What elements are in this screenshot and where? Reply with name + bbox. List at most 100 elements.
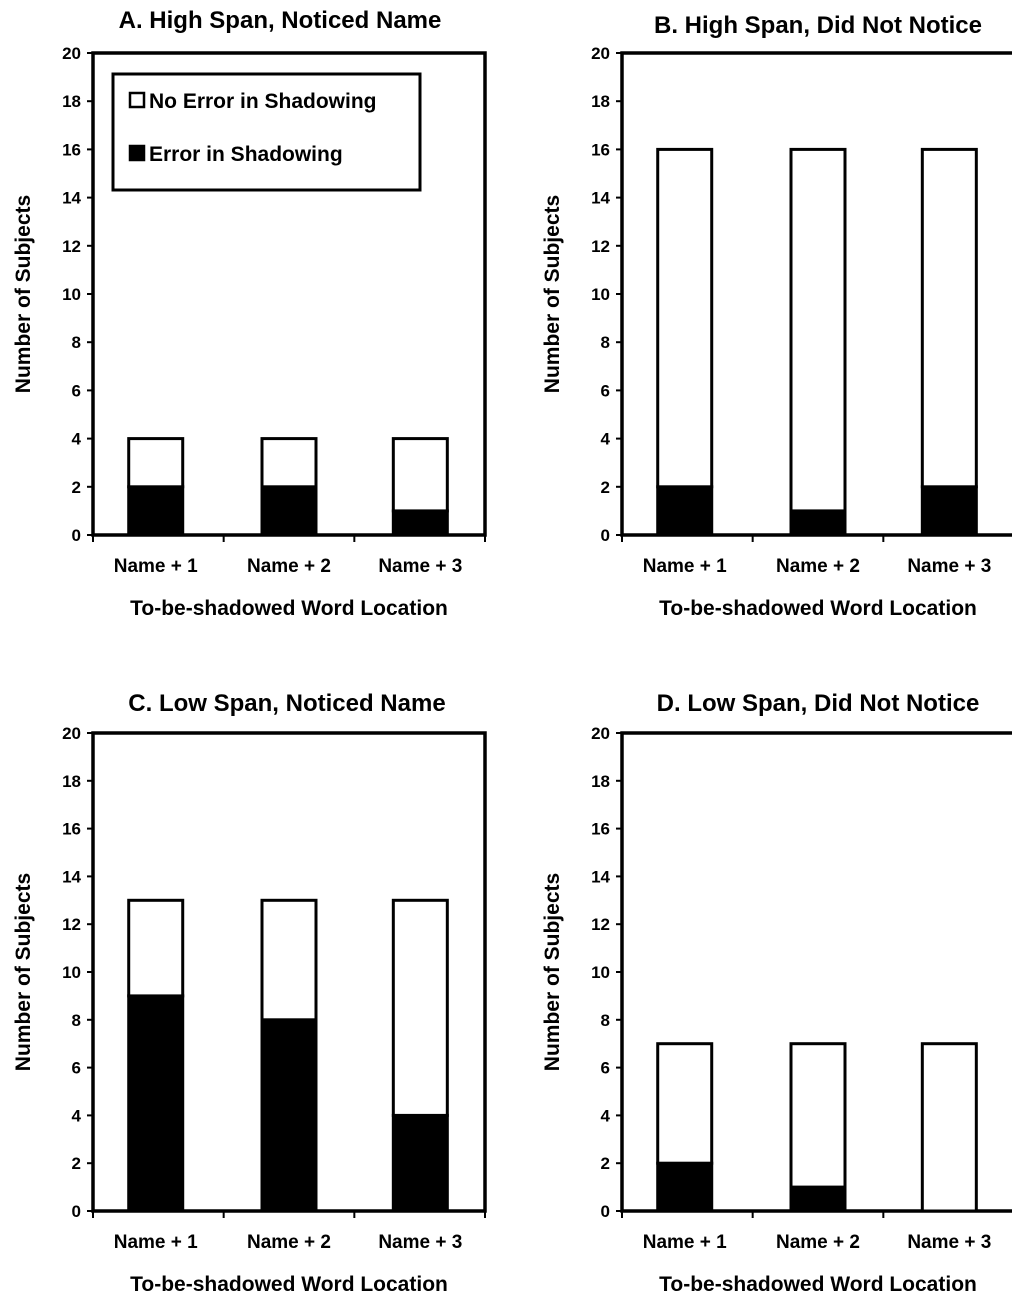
y-tick-label: 18	[591, 772, 610, 791]
x-tick-label: Name + 1	[114, 556, 198, 577]
y-axis-title: Number of Subjects	[541, 873, 564, 1071]
bar-no-error-in-shadowing-name-2	[789, 147, 847, 513]
chart-title: B. High Span, Did Not Notice	[654, 12, 982, 39]
y-tick-label: 4	[72, 430, 82, 449]
legend-swatch-error-in-shadowing	[128, 144, 146, 162]
x-tick-label: Name + 3	[907, 1232, 991, 1253]
y-axis-title: Number of Subjects	[12, 195, 35, 393]
chart-title: C. Low Span, Noticed Name	[128, 690, 445, 717]
y-tick-label: 18	[591, 92, 610, 111]
bar-error-in-shadowing-name-1	[656, 1161, 714, 1213]
bar-error-in-shadowing-name-2	[260, 485, 318, 537]
x-axis-title: To-be-shadowed Word Location	[130, 597, 448, 620]
y-tick-label: 6	[601, 381, 610, 400]
x-axis-title: To-be-shadowed Word Location	[130, 1273, 448, 1295]
x-tick-label: Name + 1	[643, 556, 727, 577]
bar-no-error-in-shadowing-name-1	[656, 147, 714, 489]
y-tick-label: 20	[591, 724, 610, 743]
bar-error-in-shadowing-name-3	[391, 509, 449, 537]
bar-no-error-in-shadowing-name-2	[260, 898, 318, 1022]
bar-error-in-shadowing-name-3	[391, 1113, 449, 1213]
y-tick-label: 18	[62, 92, 81, 111]
bar-error-in-shadowing-name-2	[789, 1185, 847, 1213]
bar-error-in-shadowing-name-1	[656, 485, 714, 537]
y-tick-label: 0	[72, 1202, 81, 1221]
y-tick-label: 6	[72, 381, 81, 400]
y-tick-label: 12	[591, 237, 610, 256]
x-tick-label: Name + 3	[907, 556, 991, 577]
y-tick-label: 20	[591, 44, 610, 63]
y-tick-label: 20	[62, 44, 81, 63]
y-tick-label: 4	[601, 1106, 611, 1125]
chart-panel-d: D. Low Span, Did Not Notice 0 2 4 6 8 10 12 14 16…	[541, 690, 1012, 1295]
bar-no-error-in-shadowing-name-2	[789, 1042, 847, 1189]
x-tick-label: Name + 2	[247, 1232, 331, 1253]
x-axis-title: To-be-shadowed Word Location	[659, 1273, 977, 1295]
y-tick-label: 20	[62, 724, 81, 743]
bar-no-error-in-shadowing-name-1	[127, 437, 185, 489]
y-tick-label: 12	[62, 915, 81, 934]
y-tick-label: 8	[601, 1011, 610, 1030]
y-tick-label: 14	[62, 189, 81, 208]
x-axis-title: To-be-shadowed Word Location	[659, 597, 977, 620]
bar-no-error-in-shadowing-name-3	[391, 898, 449, 1117]
y-tick-label: 16	[591, 820, 610, 839]
bar-no-error-in-shadowing-name-1	[656, 1042, 714, 1165]
bar-error-in-shadowing-name-3	[920, 485, 978, 537]
y-axis-title: Number of Subjects	[541, 195, 564, 393]
y-tick-label: 2	[72, 478, 81, 497]
y-tick-label: 16	[62, 140, 81, 159]
y-tick-label: 16	[591, 140, 610, 159]
y-tick-label: 10	[591, 963, 610, 982]
chart-panel-a: A. High Span, Noticed Name 0 2 4 6 8 10 12 14 16 1…	[12, 7, 487, 620]
y-tick-label: 4	[72, 1106, 82, 1125]
bar-no-error-in-shadowing-name-3	[920, 1042, 978, 1213]
y-tick-label: 10	[591, 285, 610, 304]
bar-no-error-in-shadowing-name-2	[260, 437, 318, 489]
bar-error-in-shadowing-name-1	[127, 485, 185, 537]
y-tick-label: 8	[72, 333, 81, 352]
chart-panel-c: C. Low Span, Noticed Name 0 2 4 6 8 10 12 14 16 18…	[12, 690, 487, 1295]
y-axis-title: Number of Subjects	[12, 873, 35, 1071]
bar-error-in-shadowing-name-2	[789, 509, 847, 537]
legend-swatch-no-error-in-shadowing	[128, 91, 146, 109]
y-tick-label: 12	[62, 237, 81, 256]
y-tick-label: 6	[601, 1059, 610, 1078]
bar-no-error-in-shadowing-name-3	[391, 437, 449, 513]
x-tick-label: Name + 2	[776, 556, 860, 577]
chart-title: A. High Span, Noticed Name	[119, 7, 442, 34]
y-tick-label: 16	[62, 820, 81, 839]
chart-panel-b: B. High Span, Did Not Notice 0 2 4 6 8 10 12 14 1…	[541, 12, 1012, 620]
legend-label-no-error-in-shadowing: No Error in Shadowing	[149, 90, 377, 113]
legend-label-error-in-shadowing: Error in Shadowing	[149, 143, 343, 166]
x-tick-label: Name + 1	[114, 1232, 198, 1253]
x-tick-label: Name + 3	[378, 1232, 462, 1253]
y-tick-label: 2	[601, 478, 610, 497]
legend-box	[111, 72, 422, 192]
bar-error-in-shadowing-name-2	[260, 1018, 318, 1213]
x-tick-label: Name + 1	[643, 1232, 727, 1253]
x-tick-label: Name + 2	[247, 556, 331, 577]
y-tick-label: 2	[72, 1154, 81, 1173]
y-tick-label: 14	[62, 867, 81, 886]
y-tick-label: 10	[62, 963, 81, 982]
y-tick-label: 18	[62, 772, 81, 791]
y-tick-label: 8	[601, 333, 610, 352]
bar-no-error-in-shadowing-name-1	[127, 898, 185, 998]
chart-title: D. Low Span, Did Not Notice	[657, 690, 980, 717]
y-tick-label: 4	[601, 430, 611, 449]
y-tick-label: 12	[591, 915, 610, 934]
x-tick-label: Name + 2	[776, 1232, 860, 1253]
bar-error-in-shadowing-name-1	[127, 994, 185, 1213]
y-tick-label: 14	[591, 189, 610, 208]
y-tick-label: 0	[72, 526, 81, 545]
y-tick-label: 2	[601, 1154, 610, 1173]
y-tick-label: 14	[591, 867, 610, 886]
y-tick-label: 6	[72, 1059, 81, 1078]
y-tick-label: 0	[601, 1202, 610, 1221]
y-tick-label: 8	[72, 1011, 81, 1030]
y-tick-label: 10	[62, 285, 81, 304]
y-tick-label: 0	[601, 526, 610, 545]
bar-no-error-in-shadowing-name-3	[920, 147, 978, 489]
